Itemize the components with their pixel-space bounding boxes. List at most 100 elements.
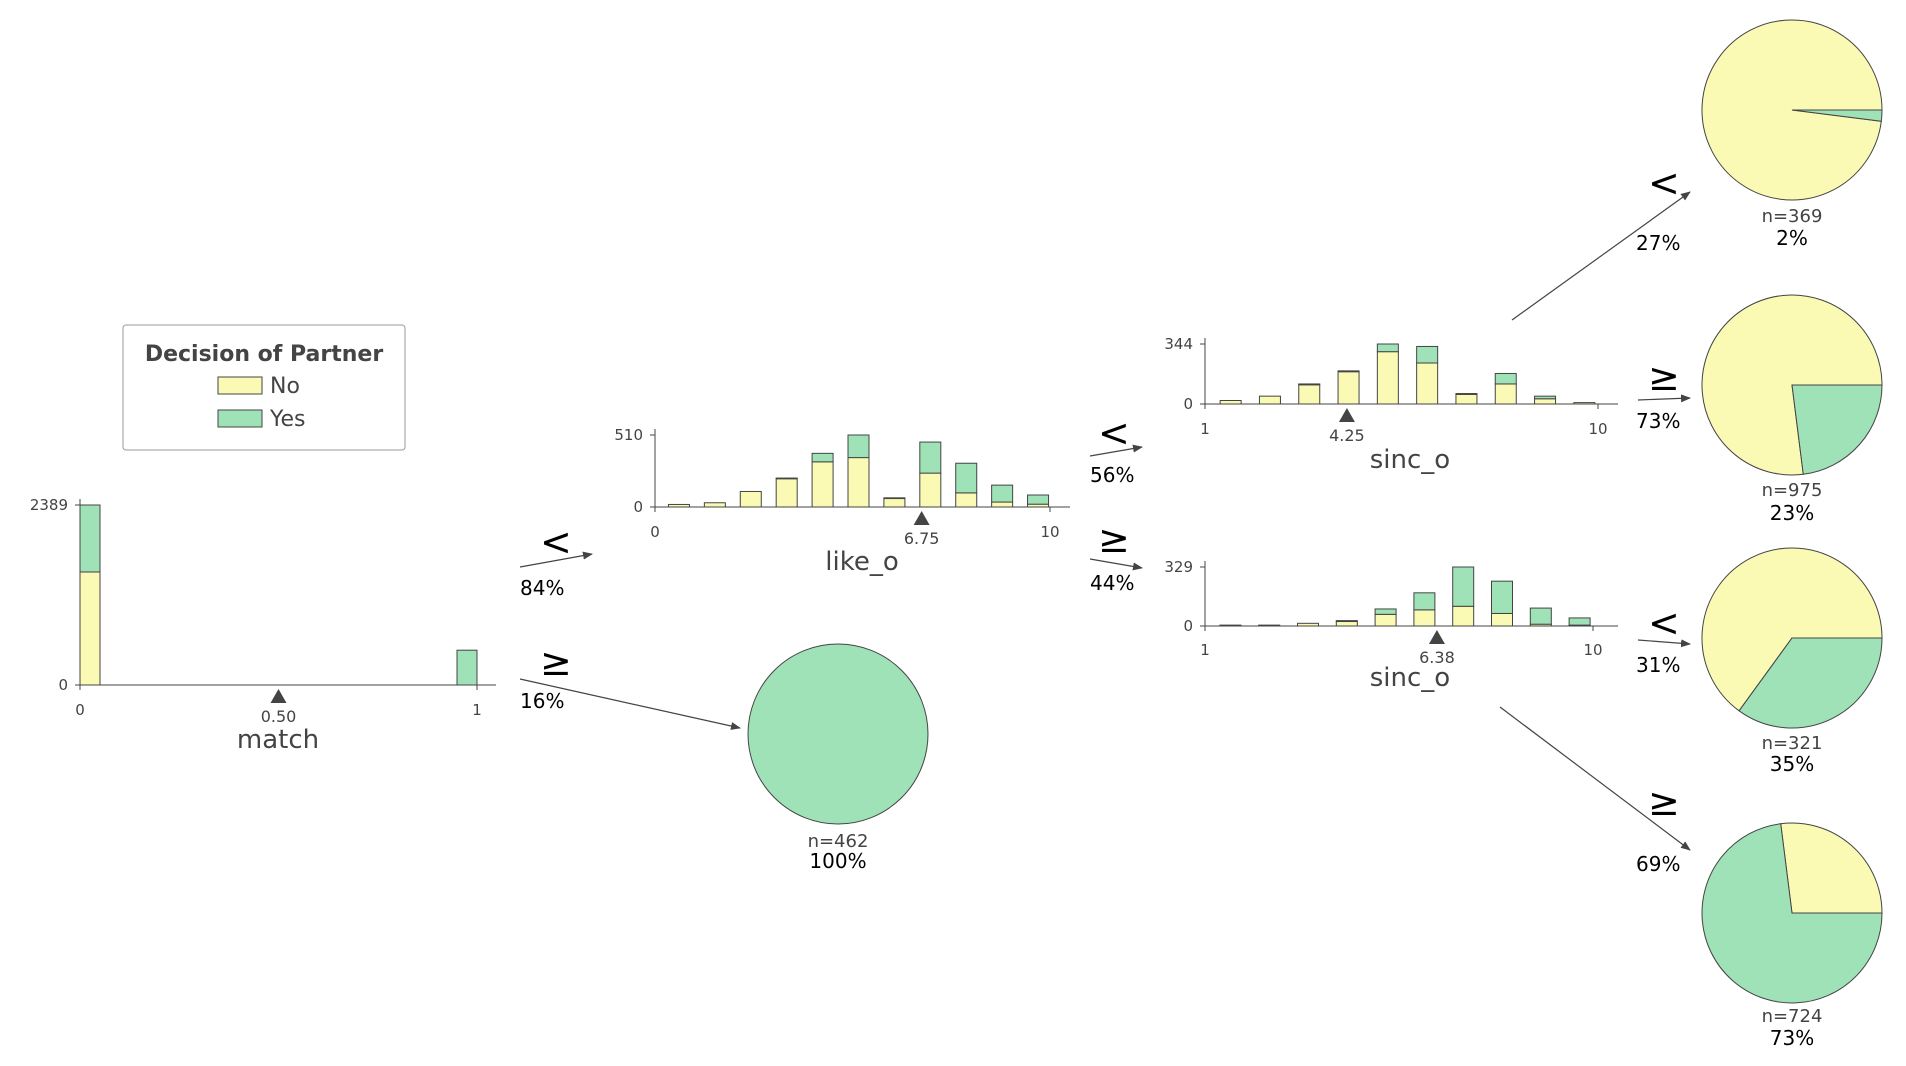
edge-sr-lt-symbol: <	[1648, 601, 1680, 645]
bar-no	[667, 503, 690, 508]
split-value: 6.38	[1419, 648, 1455, 667]
leaf-pie	[1701, 547, 1883, 729]
decision-node-like-o: 510 00 10 6.75 like_o	[614, 426, 1070, 577]
leaf-root-ge-pct: 100%	[809, 849, 866, 873]
edge-sl-lt-arrow	[1511, 191, 1691, 321]
bar-no	[811, 461, 834, 508]
edge-sl-lt-pct: 27%	[1636, 231, 1680, 255]
bar-yes	[1027, 494, 1050, 505]
bar-no	[1337, 371, 1360, 405]
bar-yes	[456, 649, 478, 686]
x-tick-label-min: 0	[75, 701, 85, 719]
bar-no	[1258, 624, 1281, 627]
split-value: 0.50	[261, 707, 297, 726]
leaf-pie	[1701, 822, 1883, 1004]
bar-yes	[79, 504, 101, 573]
bar-yes	[847, 434, 870, 459]
bar-no	[79, 571, 101, 686]
bar-no	[1297, 622, 1319, 627]
bar-no	[1455, 393, 1478, 405]
edge-root-lt-symbol: <	[540, 520, 572, 564]
legend-item-yes: Yes	[217, 407, 306, 432]
bar-yes	[1298, 383, 1321, 386]
edge-like-lt-symbol: <	[1098, 411, 1130, 455]
edge-sl-ge-pct: 73%	[1636, 409, 1680, 433]
x-tick-label-min: 1	[1200, 420, 1210, 438]
edge-sr-lt-pct: 31%	[1636, 653, 1680, 677]
edge-like-ge-symbol: ≥	[1098, 517, 1130, 561]
x-tick-label-min: 0	[650, 523, 660, 541]
legend-label-no: No	[270, 374, 300, 399]
bar-yes	[991, 484, 1014, 503]
bar-yes	[1374, 608, 1397, 615]
bar-yes	[1337, 370, 1360, 373]
x-tick-label-max: 10	[1583, 641, 1602, 659]
bar-no	[1376, 351, 1399, 405]
edge-sr-ge-pct: 69%	[1636, 852, 1680, 876]
bar-yes	[955, 462, 978, 494]
y-tick-label-max: 510	[614, 426, 643, 444]
leaf-3-n: n=321	[1762, 733, 1823, 754]
leaf-node-3: n=321 35%	[1701, 547, 1883, 776]
bar-no	[955, 492, 978, 508]
leaf-1-pct: 2%	[1776, 226, 1808, 250]
leaf-pie	[1701, 294, 1883, 476]
edge-sl-ge-arrow	[1637, 394, 1691, 403]
leaf-root-ge-n: n=462	[808, 831, 869, 852]
pie-slice-yes	[747, 643, 929, 825]
leaf-pie	[747, 643, 929, 825]
legend-item-no: No	[217, 374, 300, 399]
leaf-3-pct: 35%	[1770, 752, 1814, 776]
leaf-node-4: n=724 73%	[1701, 822, 1883, 1050]
bar-no	[1374, 613, 1397, 627]
leaf-node-root-ge: n=462 100%	[747, 643, 929, 873]
bar-yes	[1534, 395, 1557, 400]
edge-like-lt-arrow	[1089, 444, 1143, 457]
legend-title: Decision of Partner	[145, 342, 384, 367]
edge-sr-lt-arrow	[1637, 639, 1691, 648]
pie-slice-yes	[1701, 823, 1883, 1004]
bar-no	[1219, 624, 1242, 627]
split-value: 4.25	[1329, 426, 1365, 445]
feature-label: sinc_o	[1370, 445, 1450, 475]
x-tick-label-max: 10	[1588, 420, 1607, 438]
bar-yes	[1413, 592, 1436, 611]
bar-no	[1573, 402, 1596, 405]
leaf-node-1: n=369 2%	[1701, 19, 1883, 250]
leaf-1-n: n=369	[1762, 206, 1823, 227]
bar-no	[1335, 621, 1358, 627]
bar-no	[1258, 395, 1281, 405]
feature-label: like_o	[825, 547, 898, 577]
pie-slice-yes	[1791, 384, 1883, 475]
bar-yes	[1491, 580, 1513, 614]
x-tick-label-min: 1	[1200, 641, 1210, 659]
bar-yes	[1529, 607, 1552, 625]
bar-no	[703, 502, 726, 508]
leaf-2-n: n=975	[1762, 480, 1823, 501]
bar-yes	[811, 452, 834, 463]
leaf-4-pct: 73%	[1770, 1026, 1814, 1050]
edge-root-ge-arrow	[519, 678, 741, 730]
edge-root-lt-pct: 84%	[520, 576, 564, 600]
y-tick-label-min: 0	[633, 498, 643, 516]
edge-like-ge-arrow	[1089, 558, 1143, 571]
legend-label-yes: Yes	[269, 407, 306, 432]
pie-slice-yes	[1791, 109, 1883, 122]
edges: < 84% ≥ 16% < 56% ≥ 44% < 27% ≥ 73% < 31…	[519, 161, 1691, 876]
y-tick-label-min: 0	[1183, 395, 1193, 413]
bar-yes	[1376, 343, 1399, 353]
bar-no	[1413, 609, 1436, 627]
bar-yes	[883, 497, 906, 500]
y-tick-label-min: 0	[1183, 617, 1193, 635]
bar-no	[1298, 384, 1321, 405]
y-tick-label-max: 329	[1164, 558, 1193, 576]
bar-yes	[775, 477, 798, 480]
bar-no	[1452, 605, 1475, 627]
edge-sr-ge-arrow	[1499, 706, 1691, 851]
split-marker-icon	[270, 689, 287, 703]
bar-yes	[1335, 620, 1358, 623]
x-tick-label-max: 10	[1040, 523, 1059, 541]
bar-no	[919, 472, 942, 508]
bar-yes	[1568, 617, 1591, 626]
